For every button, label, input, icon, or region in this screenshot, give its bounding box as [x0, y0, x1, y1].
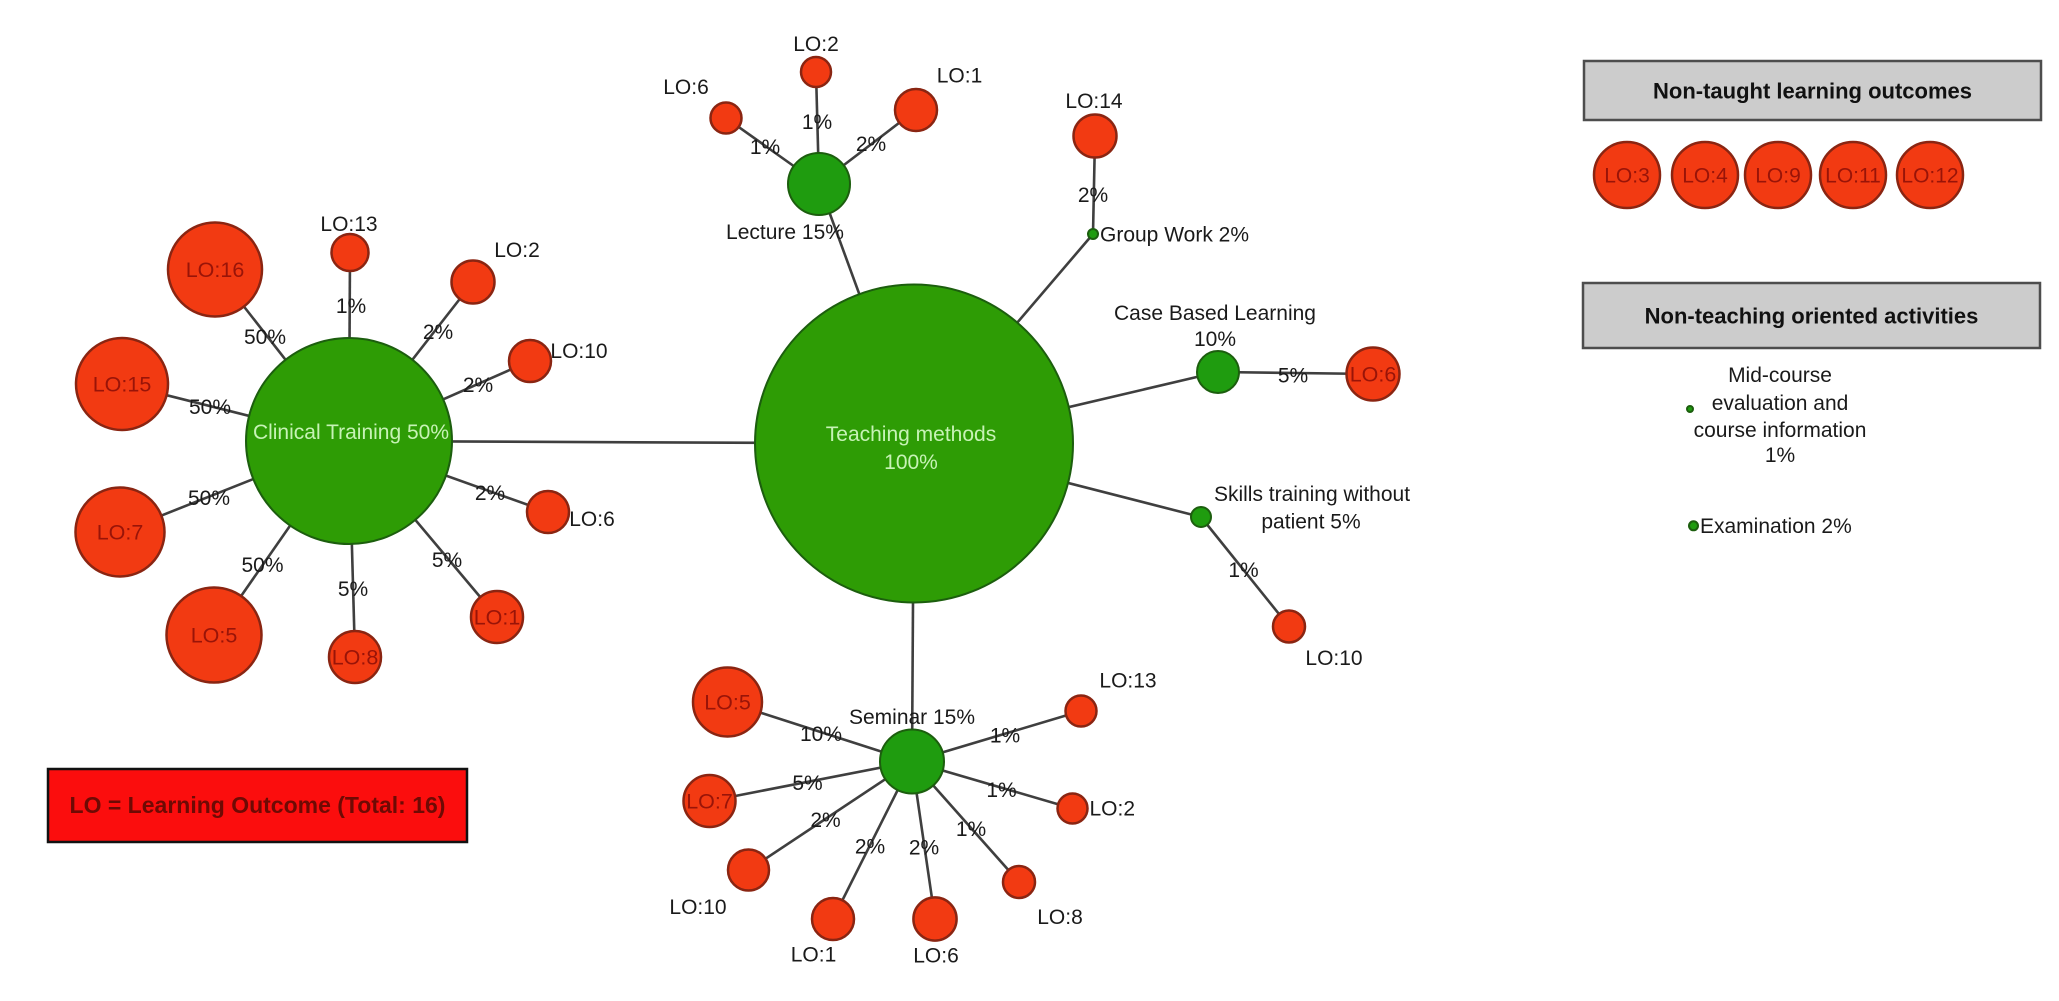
svg-text:LO:1: LO:1	[937, 65, 983, 88]
svg-text:Non-teaching oriented activiti: Non-teaching oriented activities	[1645, 304, 1979, 329]
svg-text:2%: 2%	[463, 374, 493, 397]
svg-text:patient 5%: patient 5%	[1261, 511, 1360, 534]
svg-text:10%: 10%	[1194, 328, 1236, 351]
svg-text:LO:13: LO:13	[1099, 670, 1156, 693]
svg-text:100%: 100%	[884, 451, 938, 474]
svg-text:LO:6: LO:6	[1350, 363, 1397, 387]
svg-text:Examination 2%: Examination 2%	[1700, 515, 1852, 538]
svg-text:LO:16: LO:16	[186, 258, 245, 282]
svg-text:LO:10: LO:10	[669, 896, 726, 919]
svg-text:LO:2: LO:2	[494, 239, 540, 262]
svg-text:LO:2: LO:2	[1090, 798, 1136, 821]
svg-text:LO:2: LO:2	[793, 33, 839, 56]
svg-text:LO:5: LO:5	[704, 691, 751, 715]
svg-text:LO:4: LO:4	[1682, 164, 1728, 187]
svg-text:5%: 5%	[338, 578, 368, 601]
svg-text:1%: 1%	[802, 111, 832, 134]
svg-text:50%: 50%	[189, 396, 231, 419]
svg-text:2%: 2%	[909, 837, 939, 860]
svg-text:LO = Learning Outcome (Total:: LO = Learning Outcome (Total: 16)	[70, 792, 446, 818]
svg-text:5%: 5%	[1278, 365, 1308, 388]
svg-text:LO:8: LO:8	[1037, 906, 1083, 929]
svg-text:2%: 2%	[810, 809, 840, 832]
svg-text:Non-taught learning outcomes: Non-taught learning outcomes	[1653, 79, 1972, 104]
svg-text:LO:10: LO:10	[550, 340, 607, 363]
svg-text:LO:1: LO:1	[474, 606, 521, 630]
svg-text:LO:10: LO:10	[1305, 647, 1362, 670]
svg-text:Clinical Training 50%: Clinical Training 50%	[253, 421, 449, 444]
svg-text:LO:6: LO:6	[569, 508, 615, 531]
svg-text:LO:13: LO:13	[320, 213, 377, 236]
svg-text:1%: 1%	[990, 725, 1020, 748]
svg-text:Lecture 15%: Lecture 15%	[726, 221, 844, 244]
svg-text:LO:12: LO:12	[1901, 164, 1958, 187]
svg-text:1%: 1%	[986, 779, 1016, 802]
svg-text:Group Work 2%: Group Work 2%	[1100, 224, 1249, 247]
svg-text:2%: 2%	[856, 133, 886, 156]
svg-text:LO:15: LO:15	[93, 373, 152, 397]
svg-text:5%: 5%	[432, 549, 462, 572]
svg-text:1%: 1%	[1765, 444, 1795, 467]
svg-text:LO:8: LO:8	[332, 646, 379, 670]
svg-text:LO:3: LO:3	[1604, 164, 1650, 187]
svg-text:LO:7: LO:7	[686, 790, 733, 814]
svg-text:50%: 50%	[241, 554, 283, 577]
svg-text:50%: 50%	[244, 326, 286, 349]
svg-text:LO:5: LO:5	[191, 624, 238, 648]
svg-text:Teaching methods: Teaching methods	[826, 423, 996, 446]
svg-text:1%: 1%	[1228, 559, 1258, 582]
svg-text:LO:6: LO:6	[913, 945, 959, 968]
svg-text:10%: 10%	[800, 723, 842, 746]
svg-text:Skills training without: Skills training without	[1214, 483, 1410, 506]
svg-text:LO:11: LO:11	[1825, 164, 1881, 187]
svg-text:Case Based Learning: Case Based Learning	[1114, 302, 1316, 325]
svg-text:1%: 1%	[750, 136, 780, 159]
svg-text:LO:6: LO:6	[663, 76, 709, 99]
svg-text:LO:14: LO:14	[1065, 90, 1123, 113]
svg-text:2%: 2%	[855, 836, 885, 859]
svg-text:Mid-course: Mid-course	[1728, 364, 1832, 387]
svg-text:50%: 50%	[188, 487, 230, 510]
svg-text:2%: 2%	[475, 482, 505, 505]
svg-text:5%: 5%	[792, 772, 822, 795]
svg-text:1%: 1%	[956, 818, 986, 841]
svg-text:LO:7: LO:7	[97, 521, 144, 545]
svg-text:1%: 1%	[336, 295, 366, 318]
svg-text:LO:1: LO:1	[791, 944, 837, 967]
svg-text:Seminar 15%: Seminar 15%	[849, 706, 975, 729]
svg-text:LO:9: LO:9	[1755, 164, 1801, 187]
svg-text:course information: course information	[1694, 419, 1867, 442]
svg-text:2%: 2%	[423, 321, 453, 344]
svg-text:evaluation and: evaluation and	[1712, 392, 1849, 415]
svg-text:2%: 2%	[1078, 184, 1108, 207]
